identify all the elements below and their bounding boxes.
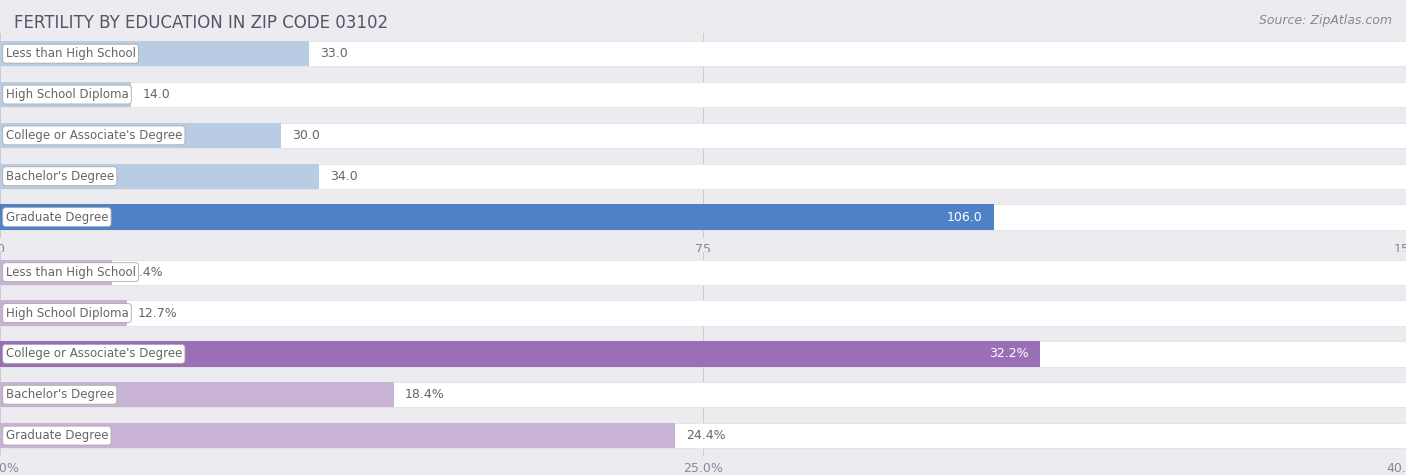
Text: Source: ZipAtlas.com: Source: ZipAtlas.com [1258, 14, 1392, 27]
FancyBboxPatch shape [0, 204, 994, 230]
Text: 106.0: 106.0 [946, 210, 983, 224]
Text: Graduate Degree: Graduate Degree [6, 210, 108, 224]
FancyBboxPatch shape [0, 259, 1406, 285]
FancyBboxPatch shape [0, 300, 127, 326]
Text: 33.0: 33.0 [321, 47, 349, 60]
FancyBboxPatch shape [0, 341, 1406, 367]
Text: 30.0: 30.0 [292, 129, 321, 142]
Text: 18.4%: 18.4% [405, 388, 444, 401]
FancyBboxPatch shape [0, 163, 1406, 189]
FancyBboxPatch shape [0, 300, 1406, 326]
FancyBboxPatch shape [0, 423, 1406, 448]
Text: 34.0: 34.0 [330, 170, 357, 183]
Text: College or Associate's Degree: College or Associate's Degree [6, 129, 181, 142]
Text: 12.4%: 12.4% [124, 266, 163, 279]
FancyBboxPatch shape [0, 123, 1406, 148]
Text: 32.2%: 32.2% [990, 347, 1029, 361]
Text: 24.4%: 24.4% [686, 429, 725, 442]
Text: 14.0: 14.0 [142, 88, 170, 101]
Text: College or Associate's Degree: College or Associate's Degree [6, 347, 181, 361]
FancyBboxPatch shape [0, 341, 1040, 367]
Text: Bachelor's Degree: Bachelor's Degree [6, 388, 114, 401]
FancyBboxPatch shape [0, 382, 1406, 408]
FancyBboxPatch shape [0, 382, 394, 408]
Text: High School Diploma: High School Diploma [6, 88, 128, 101]
FancyBboxPatch shape [0, 163, 319, 189]
FancyBboxPatch shape [0, 204, 1406, 230]
Text: Bachelor's Degree: Bachelor's Degree [6, 170, 114, 183]
Text: Graduate Degree: Graduate Degree [6, 429, 108, 442]
FancyBboxPatch shape [0, 41, 309, 66]
FancyBboxPatch shape [0, 423, 675, 448]
Text: High School Diploma: High School Diploma [6, 306, 128, 320]
Text: Less than High School: Less than High School [6, 47, 135, 60]
Text: FERTILITY BY EDUCATION IN ZIP CODE 03102: FERTILITY BY EDUCATION IN ZIP CODE 03102 [14, 14, 388, 32]
Text: Less than High School: Less than High School [6, 266, 135, 279]
Text: 12.7%: 12.7% [138, 306, 177, 320]
FancyBboxPatch shape [0, 41, 1406, 66]
FancyBboxPatch shape [0, 82, 1406, 107]
FancyBboxPatch shape [0, 82, 131, 107]
FancyBboxPatch shape [0, 123, 281, 148]
FancyBboxPatch shape [0, 259, 112, 285]
